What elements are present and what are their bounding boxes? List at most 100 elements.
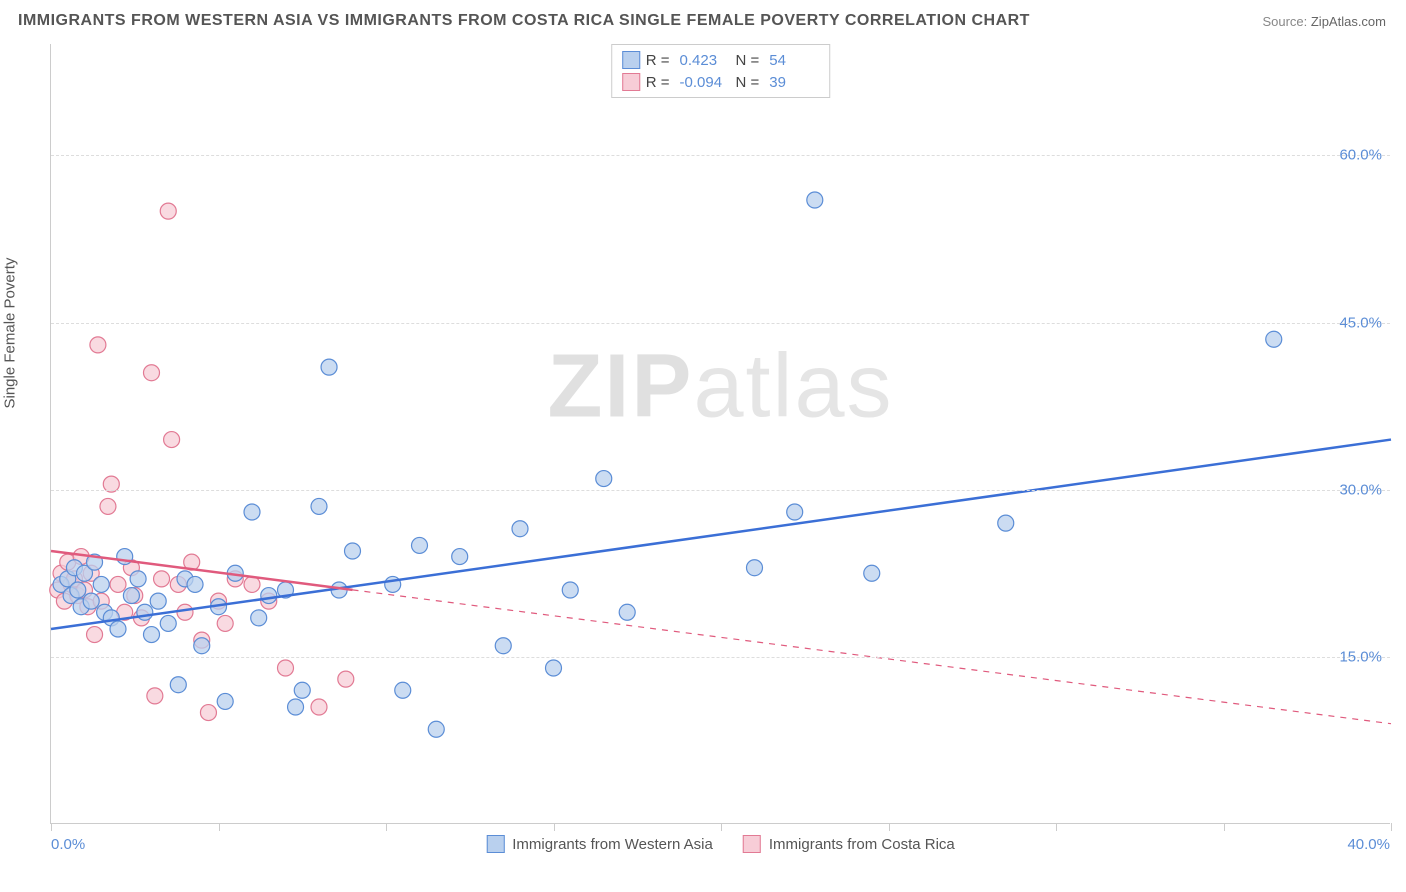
legend-row-series2: R = -0.094 N = 39 [622,71,820,93]
data-point [123,588,139,604]
data-point [90,337,106,353]
data-point [294,682,310,698]
x-tick [721,823,722,831]
r-value-series1: 0.423 [680,52,730,69]
source-label: Source: [1262,14,1310,29]
x-tick [1056,823,1057,831]
x-tick [554,823,555,831]
x-tick [1391,823,1392,831]
gridline [51,657,1390,658]
data-point [452,549,468,565]
series2-name: Immigrants from Costa Rica [769,836,955,853]
r-value-series2: -0.094 [680,74,730,91]
n-label: N = [736,74,760,91]
data-point [200,705,216,721]
data-point [144,627,160,643]
data-point [217,615,233,631]
data-point [244,504,260,520]
swatch-series2 [622,73,640,91]
x-tick [219,823,220,831]
data-point [807,192,823,208]
gridline [51,323,1390,324]
data-point [160,615,176,631]
data-point [93,576,109,592]
data-point [345,543,361,559]
data-point [83,593,99,609]
data-point [288,699,304,715]
data-point [100,498,116,514]
x-tick [889,823,890,831]
data-point [428,721,444,737]
data-point [110,576,126,592]
data-point [217,693,233,709]
data-point [278,660,294,676]
data-point [147,688,163,704]
n-value-series2: 39 [769,74,819,91]
data-point [998,515,1014,531]
y-tick-label: 30.0% [1339,481,1382,498]
data-point [495,638,511,654]
x-tick [1224,823,1225,831]
data-point [110,621,126,637]
data-point [177,604,193,620]
data-point [395,682,411,698]
scatter-svg [51,44,1390,823]
gridline [51,155,1390,156]
data-point [187,576,203,592]
data-point [150,593,166,609]
data-point [562,582,578,598]
x-tick [386,823,387,831]
source-attribution: Source: ZipAtlas.com [1262,14,1386,29]
r-label: R = [646,52,670,69]
data-point [137,604,153,620]
data-point [321,359,337,375]
y-tick-label: 60.0% [1339,147,1382,164]
y-tick-label: 15.0% [1339,648,1382,665]
series-legend: Immigrants from Western Asia Immigrants … [486,835,955,853]
data-point [87,627,103,643]
data-point [1266,331,1282,347]
data-point [160,203,176,219]
data-point [194,638,210,654]
data-point [70,582,86,598]
data-point [787,504,803,520]
x-tick [51,823,52,831]
n-label: N = [736,52,760,69]
data-point [512,521,528,537]
x-axis-min-label: 0.0% [51,836,85,853]
data-point [164,432,180,448]
trend-line-solid [51,440,1391,629]
y-axis-label: Single Female Poverty [2,258,19,409]
data-point [546,660,562,676]
data-point [311,498,327,514]
legend-item-series2: Immigrants from Costa Rica [743,835,955,853]
chart-plot-area: ZIPatlas R = 0.423 N = 54 R = -0.094 N =… [50,44,1390,824]
data-point [144,365,160,381]
correlation-legend: R = 0.423 N = 54 R = -0.094 N = 39 [611,44,831,98]
data-point [261,588,277,604]
data-point [596,471,612,487]
data-point [338,671,354,687]
x-axis-max-label: 40.0% [1347,836,1390,853]
data-point [130,571,146,587]
legend-item-series1: Immigrants from Western Asia [486,835,713,853]
swatch-series1 [622,51,640,69]
gridline [51,490,1390,491]
chart-title: IMMIGRANTS FROM WESTERN ASIA VS IMMIGRAN… [18,12,1030,30]
r-label: R = [646,74,670,91]
swatch-series2-bottom [743,835,761,853]
data-point [170,677,186,693]
data-point [154,571,170,587]
data-point [311,699,327,715]
legend-row-series1: R = 0.423 N = 54 [622,49,820,71]
data-point [747,560,763,576]
swatch-series1-bottom [486,835,504,853]
series1-name: Immigrants from Western Asia [512,836,713,853]
data-point [864,565,880,581]
data-point [619,604,635,620]
data-point [412,537,428,553]
source-value: ZipAtlas.com [1311,14,1386,29]
n-value-series1: 54 [769,52,819,69]
data-point [251,610,267,626]
y-tick-label: 45.0% [1339,314,1382,331]
